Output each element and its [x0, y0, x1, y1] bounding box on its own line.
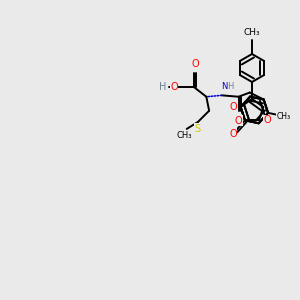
Text: CH₃: CH₃: [244, 28, 260, 37]
Text: O: O: [229, 102, 237, 112]
Text: O: O: [170, 82, 178, 92]
Text: CH₃: CH₃: [277, 112, 291, 121]
Text: N: N: [221, 82, 227, 91]
Text: H: H: [227, 82, 233, 91]
Text: O: O: [263, 115, 271, 125]
Text: O: O: [235, 116, 242, 126]
Text: S: S: [195, 124, 201, 134]
Text: O: O: [229, 129, 237, 139]
Text: CH₃: CH₃: [177, 131, 193, 140]
Text: O: O: [191, 59, 199, 69]
Text: H: H: [159, 82, 167, 92]
